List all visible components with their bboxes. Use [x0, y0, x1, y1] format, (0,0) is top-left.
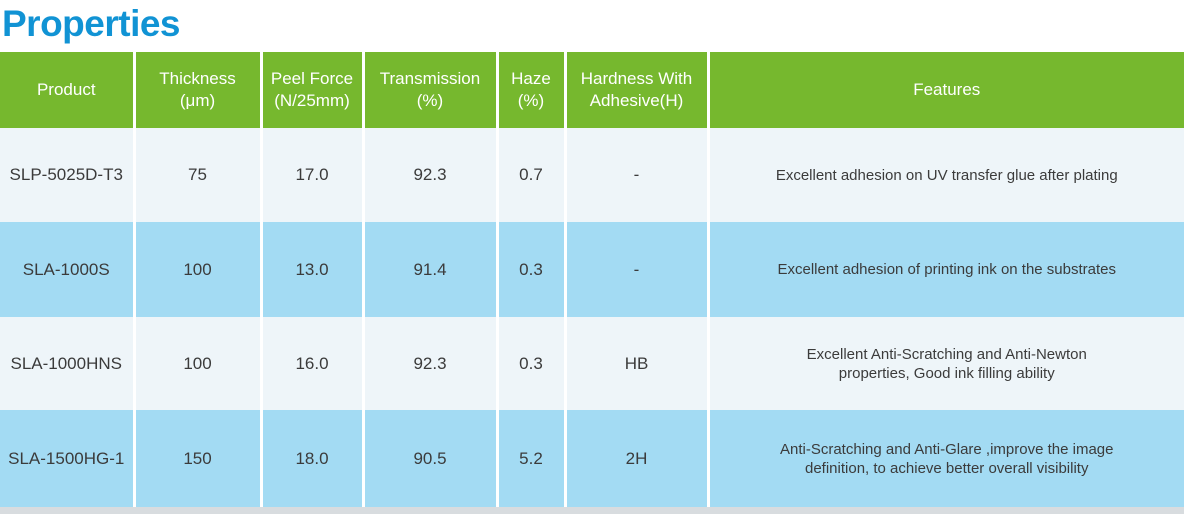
cell-peel-force: 16.0: [261, 317, 365, 410]
cell-transmission: 92.3: [363, 317, 499, 410]
page-title: Properties: [2, 3, 181, 44]
header-thickness: Thickness (μm): [134, 52, 263, 128]
cell-peel-force: 18.0: [261, 410, 365, 507]
cell-hardness: -: [565, 222, 710, 317]
cell-transmission: 92.3: [363, 128, 499, 222]
cell-product: SLA-1500HG-1: [0, 410, 136, 507]
cell-features: Excellent adhesion on UV transfer glue a…: [775, 166, 1118, 184]
properties-table: Product Thickness (μm) Peel Force (N/25m…: [0, 52, 1184, 507]
header-transmission: Transmission (%): [363, 52, 499, 128]
table-row: SLP-5025D-T3 75 17.0 92.3 0.7 - Excellen…: [0, 128, 1184, 222]
cell-thickness: 100: [134, 222, 263, 317]
header-peel-force: Peel Force (N/25mm): [261, 52, 365, 128]
cell-haze: 0.3: [497, 317, 567, 410]
cell-haze: 5.2: [497, 410, 567, 507]
header-hardness: Hardness With Adhesive(H): [565, 52, 710, 128]
table-body: SLP-5025D-T3 75 17.0 92.3 0.7 - Excellen…: [0, 128, 1184, 507]
cell-features: Excellent adhesion of printing ink on th…: [777, 261, 1117, 278]
header-product: Product: [0, 52, 136, 128]
cell-product: SLA-1000S: [0, 222, 136, 317]
table-row: SLA-1500HG-1 150 18.0 90.5 5.2 2H Anti-S…: [0, 410, 1184, 507]
cell-product: SLA-1000HNS: [0, 317, 136, 410]
cell-thickness: 150: [134, 410, 263, 507]
cell-product: SLP-5025D-T3: [0, 128, 136, 222]
table-header: Product Thickness (μm) Peel Force (N/25m…: [0, 52, 1184, 128]
header-haze: Haze (%): [497, 52, 567, 128]
header-features: Features: [708, 52, 1184, 128]
cell-features: Anti-Scratching and Anti-Glare ,improve …: [780, 440, 1114, 477]
cell-thickness: 75: [134, 128, 263, 222]
cell-peel-force: 13.0: [261, 222, 365, 317]
cell-haze: 0.7: [497, 128, 567, 222]
table-row: SLA-1000S 100 13.0 91.4 0.3 - Excellent …: [0, 222, 1184, 317]
cell-transmission: 90.5: [363, 410, 499, 507]
cell-features: Excellent Anti-Scratching and Anti-Newto…: [806, 345, 1087, 382]
cell-thickness: 100: [134, 317, 263, 410]
cell-hardness: -: [565, 128, 710, 222]
header-row: Product Thickness (μm) Peel Force (N/25m…: [0, 52, 1184, 128]
cell-hardness: 2H: [565, 410, 710, 507]
cell-haze: 0.3: [497, 222, 567, 317]
table-row: SLA-1000HNS 100 16.0 92.3 0.3 HB Excelle…: [0, 317, 1184, 410]
table-bottom-edge: [0, 507, 1184, 514]
cell-peel-force: 17.0: [261, 128, 365, 222]
cell-transmission: 91.4: [363, 222, 499, 317]
cell-hardness: HB: [565, 317, 710, 410]
